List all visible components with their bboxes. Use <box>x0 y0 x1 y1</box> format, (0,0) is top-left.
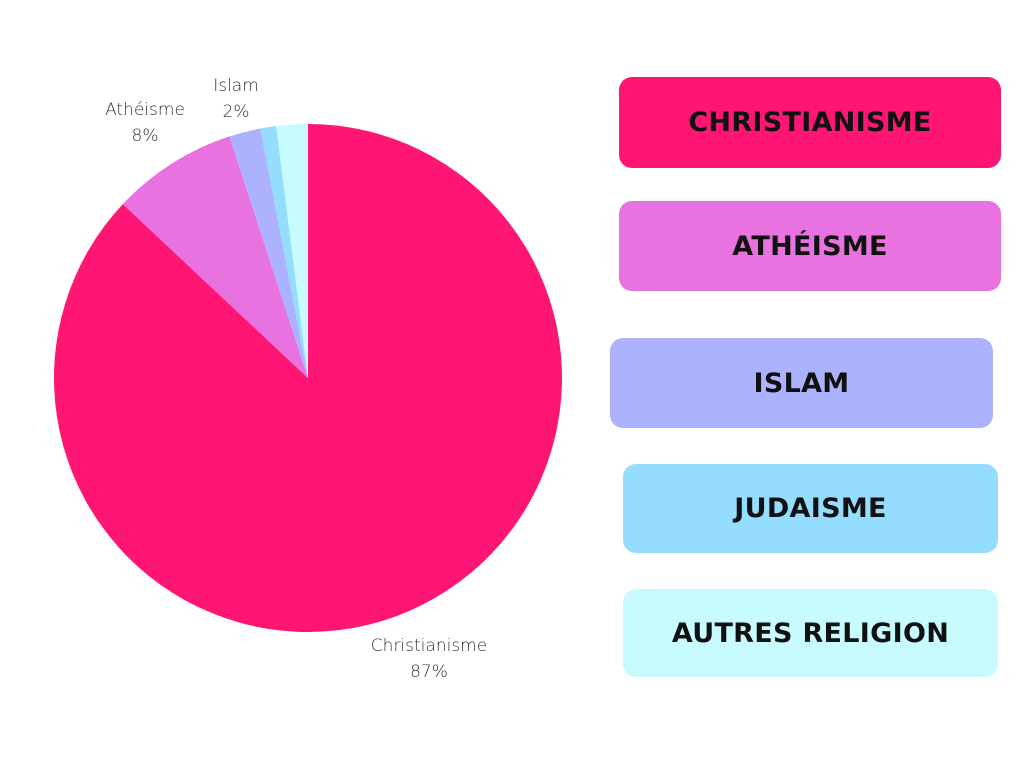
legend-item-judaisme: JUDAISME <box>623 464 998 553</box>
slice-label-islam-value: 2% <box>223 102 250 122</box>
legend-label-atheisme: ATHÉISME <box>732 230 888 262</box>
slice-label-christianisme-name: Christianisme <box>371 636 487 656</box>
legend-label-autres-religion: AUTRES RELIGION <box>671 617 950 649</box>
legend-label-islam: ISLAM <box>753 367 850 399</box>
pie-slices <box>53 124 562 632</box>
pie-slice-ath-isme <box>122 136 308 378</box>
slice-label-atheisme-name: Athéisme <box>105 100 185 120</box>
pie-slice-judaisme <box>260 126 308 378</box>
legend-item-atheisme: ATHÉISME <box>619 201 1001 291</box>
slice-label-christianisme-value: 87% <box>410 662 448 682</box>
pie-labels: Christianisme 87% Athéisme 8% Islam 2% <box>105 76 487 682</box>
legend-label-judaisme: JUDAISME <box>734 493 887 524</box>
pie-slice-autres-religion <box>276 124 308 378</box>
pie-slice-islam <box>229 128 308 378</box>
legend-item-autres-religion: AUTRES RELIGION <box>623 589 998 677</box>
legend-label-christianisme: CHRISTIANISME <box>688 107 932 138</box>
slice-label-islam-name: Islam <box>213 76 259 96</box>
slice-label-atheisme-value: 8% <box>132 126 159 146</box>
legend-item-christianisme: CHRISTIANISME <box>619 77 1001 168</box>
legend-item-islam: ISLAM <box>610 338 993 428</box>
